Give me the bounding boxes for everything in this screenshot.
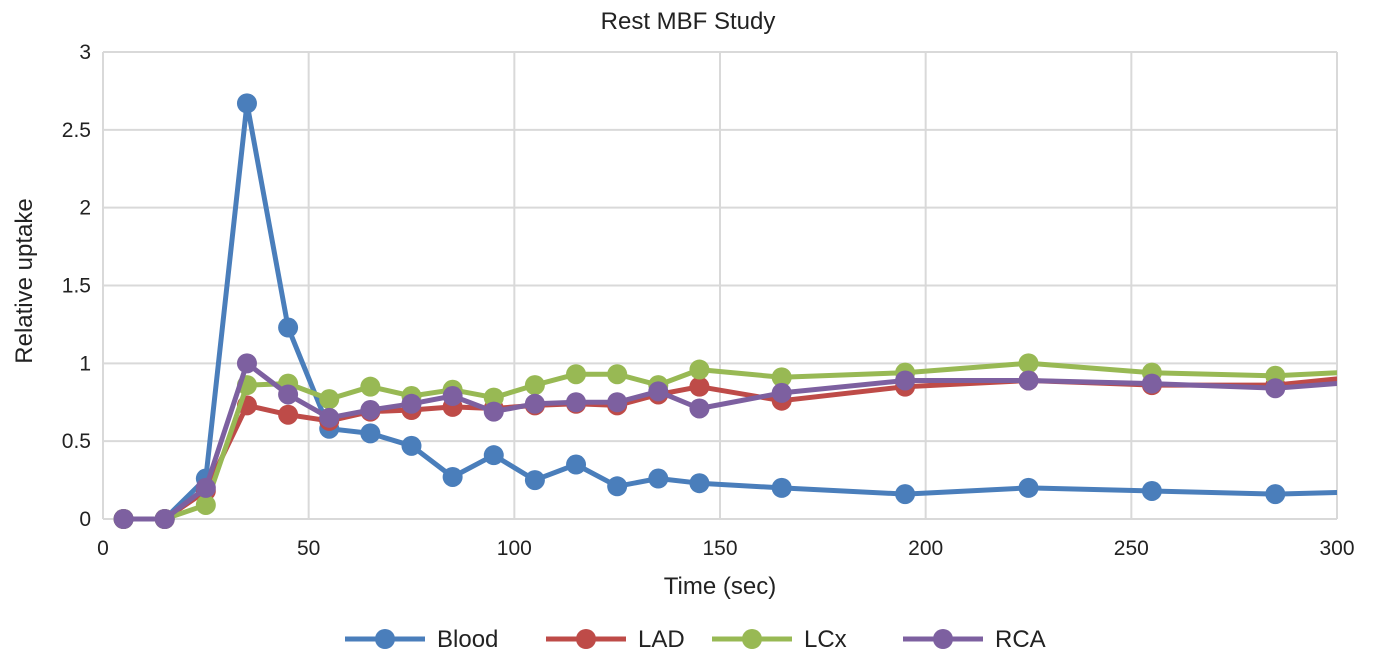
chart-title: Rest MBF Study [600, 8, 776, 35]
data-point [236, 93, 257, 114]
data-point [278, 317, 299, 338]
x-tick-label: 250 [1114, 537, 1149, 560]
data-point [483, 445, 504, 466]
data-point [401, 435, 422, 456]
data-point [566, 392, 587, 413]
x-axis-label: Time (sec) [664, 573, 776, 600]
series-line [123, 100, 1337, 522]
data-point [236, 353, 257, 374]
data-point [1141, 480, 1162, 501]
legend-label: Blood [437, 626, 498, 653]
data-point [1265, 378, 1286, 399]
data-point [483, 387, 504, 408]
data-point [689, 376, 710, 397]
legend-item-rca: RCA [903, 626, 1046, 653]
y-tick-label: 2.5 [62, 119, 91, 142]
y-tick-label: 0 [79, 508, 91, 531]
x-tick-label: 150 [702, 537, 737, 560]
x-tick-label: 50 [297, 537, 320, 560]
data-point [401, 393, 422, 414]
y-axis-label: Relative uptake [11, 198, 38, 363]
data-point [771, 477, 792, 498]
data-point [607, 476, 628, 497]
data-point [278, 384, 299, 405]
legend-label: RCA [995, 626, 1046, 653]
data-point [442, 386, 463, 407]
data-point [442, 466, 463, 487]
data-point [524, 375, 545, 396]
data-point [1018, 353, 1039, 374]
legend-item-lad: LAD [546, 626, 685, 653]
data-point [689, 359, 710, 380]
data-point [524, 470, 545, 491]
data-point [113, 509, 134, 529]
legend-item-blood: Blood [345, 626, 498, 653]
data-point [648, 381, 669, 402]
data-point [319, 389, 340, 410]
legend-item-lcx: LCx [712, 626, 847, 653]
data-point [524, 393, 545, 414]
data-point [1018, 370, 1039, 391]
y-tick-label: 1.5 [62, 275, 91, 298]
y-tick-label: 3 [79, 41, 91, 64]
data-point [895, 370, 916, 391]
data-point [1265, 484, 1286, 505]
data-point [195, 494, 216, 515]
y-tick-label: 1 [79, 352, 91, 375]
data-point [607, 392, 628, 413]
x-tick-label: 200 [908, 537, 943, 560]
data-point [566, 364, 587, 385]
legend-marker [375, 629, 395, 649]
legend: Blood LAD LCx RCA [345, 626, 1046, 653]
legend-label: LCx [804, 626, 847, 653]
legend-marker [933, 629, 953, 649]
data-point [360, 400, 381, 421]
legend-label: LAD [638, 626, 685, 653]
data-point [771, 367, 792, 388]
series-blood [113, 93, 1337, 529]
y-tick-label: 2 [79, 197, 91, 220]
data-point [483, 401, 504, 422]
data-point [607, 364, 628, 385]
y-tick-label: 0.5 [62, 430, 91, 453]
series-rca [113, 353, 1337, 529]
legend-marker [576, 629, 596, 649]
legend-marker [742, 629, 762, 649]
data-point [195, 477, 216, 498]
data-point [319, 407, 340, 428]
data-point [895, 484, 916, 505]
data-point [689, 398, 710, 419]
data-point [771, 382, 792, 403]
data-point [566, 454, 587, 475]
x-tick-label: 0 [97, 537, 109, 560]
data-point [648, 468, 669, 489]
data-point [1018, 477, 1039, 498]
x-tick-label: 100 [497, 537, 532, 560]
x-tick-label: 300 [1319, 537, 1354, 560]
data-point [689, 473, 710, 494]
data-point [360, 423, 381, 444]
data-point [278, 404, 299, 425]
data-point [154, 509, 175, 529]
data-point [1141, 373, 1162, 394]
data-point [360, 376, 381, 397]
